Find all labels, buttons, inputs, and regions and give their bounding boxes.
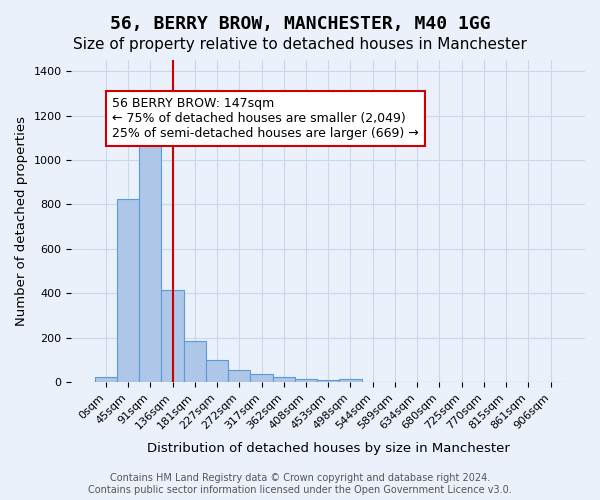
- Bar: [206, 360, 228, 382]
- Text: 56, BERRY BROW, MANCHESTER, M40 1GG: 56, BERRY BROW, MANCHESTER, M40 1GG: [110, 15, 490, 33]
- Y-axis label: Number of detached properties: Number of detached properties: [15, 116, 28, 326]
- Bar: [340, 379, 362, 382]
- Bar: [250, 374, 272, 382]
- Bar: [295, 379, 317, 382]
- Bar: [228, 370, 250, 382]
- Bar: [95, 376, 117, 382]
- Bar: [161, 290, 184, 382]
- Text: 56 BERRY BROW: 147sqm
← 75% of detached houses are smaller (2,049)
25% of semi-d: 56 BERRY BROW: 147sqm ← 75% of detached …: [112, 97, 419, 140]
- Bar: [117, 199, 139, 382]
- X-axis label: Distribution of detached houses by size in Manchester: Distribution of detached houses by size …: [147, 442, 509, 455]
- Text: Size of property relative to detached houses in Manchester: Size of property relative to detached ho…: [73, 38, 527, 52]
- Bar: [272, 378, 295, 382]
- Bar: [139, 144, 161, 382]
- Bar: [184, 341, 206, 382]
- Bar: [317, 380, 340, 382]
- Text: Contains HM Land Registry data © Crown copyright and database right 2024.
Contai: Contains HM Land Registry data © Crown c…: [88, 474, 512, 495]
